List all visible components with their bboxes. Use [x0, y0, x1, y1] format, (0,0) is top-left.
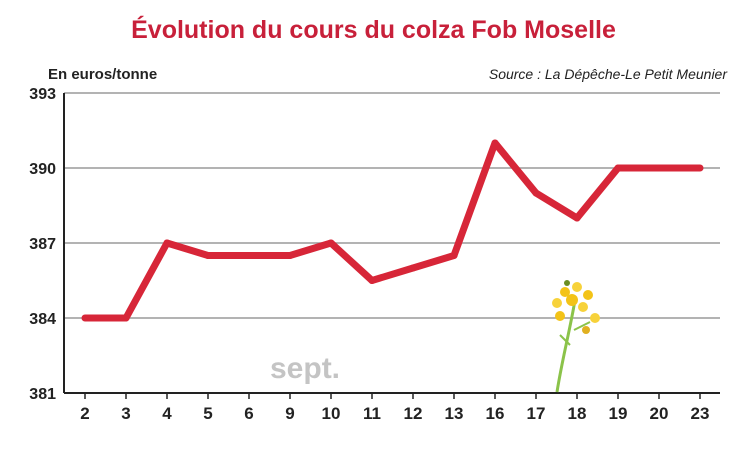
y-tick-label: 381 [29, 386, 56, 403]
y-tick-label: 387 [29, 236, 56, 253]
x-tick-label: 16 [486, 404, 505, 423]
y-tick-label: 390 [29, 161, 56, 178]
data-point [491, 139, 499, 147]
data-point [204, 252, 212, 259]
x-tick-label: 5 [203, 404, 212, 423]
data-point [696, 164, 704, 172]
x-tick-label: 12 [404, 404, 423, 423]
data-point [532, 189, 540, 197]
data-point [245, 252, 253, 259]
y-tick-label: 384 [29, 311, 56, 328]
data-point [655, 164, 663, 172]
price-line [85, 139, 700, 322]
x-tick-label: 3 [121, 404, 130, 423]
data-point [286, 252, 294, 259]
x-tick-label: 23 [691, 404, 710, 423]
grid-layer [64, 92, 720, 319]
data-point [163, 239, 171, 247]
data-point [573, 214, 581, 222]
source-label: Source : La Dépêche-Le Petit Meunier [488, 66, 727, 82]
series-layer [81, 139, 704, 322]
data-point [122, 314, 130, 322]
data-point [614, 164, 622, 172]
x-tick-label: 6 [244, 404, 253, 423]
x-tick-label: 20 [650, 404, 669, 423]
x-tick-label: 17 [527, 404, 546, 423]
data-point [368, 277, 376, 284]
data-point [327, 239, 335, 247]
y-tick-label: 393 [29, 86, 56, 103]
data-point [409, 264, 417, 272]
x-tick-label: 9 [285, 404, 294, 423]
x-tick-label: 18 [568, 404, 587, 423]
chart-title: Évolution du cours du colza Fob Moselle [131, 16, 616, 44]
x-tick-label: 13 [445, 404, 464, 423]
x-tick-label: 11 [363, 404, 381, 423]
y-axis-unit-label: En euros/tonne [48, 66, 158, 83]
rapeseed-flower-illustration [552, 280, 600, 393]
x-tick-label: 10 [322, 404, 341, 423]
month-annotation: sept. [270, 352, 340, 385]
x-tick-label: 4 [162, 404, 172, 423]
x-tick-label: 2 [80, 404, 89, 423]
data-point [81, 314, 89, 322]
data-point [450, 252, 458, 259]
x-tick-label: 19 [609, 404, 628, 423]
